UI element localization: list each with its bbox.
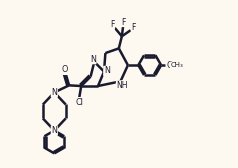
Text: NH: NH — [116, 81, 128, 90]
Text: CH₃: CH₃ — [170, 62, 183, 68]
Text: N: N — [90, 55, 96, 64]
Text: O: O — [167, 61, 173, 70]
Text: N: N — [51, 88, 57, 97]
Text: F: F — [110, 20, 114, 29]
Text: F: F — [121, 17, 126, 27]
Text: F: F — [131, 23, 136, 32]
Text: Cl: Cl — [75, 98, 83, 107]
Text: O: O — [61, 65, 68, 74]
Text: N: N — [104, 66, 110, 75]
Text: N: N — [51, 126, 57, 135]
